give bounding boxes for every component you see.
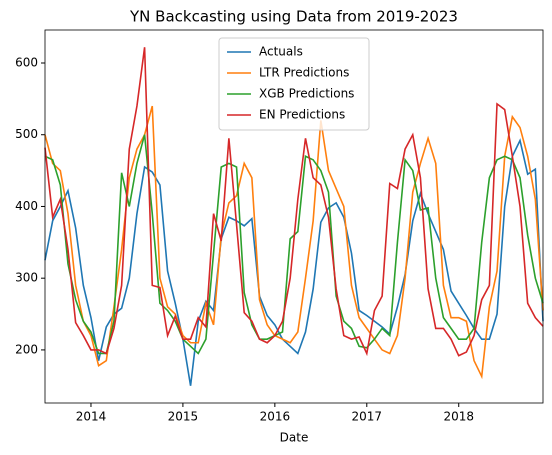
legend-box xyxy=(218,37,370,131)
series-line xyxy=(44,138,544,386)
x-tick-label: 2018 xyxy=(443,410,474,424)
y-tick-label: 400 xyxy=(15,199,38,213)
legend-label: Actuals xyxy=(259,45,303,59)
y-tick-label: 300 xyxy=(15,271,38,285)
x-tick-label: 2015 xyxy=(168,410,199,424)
x-axis-label: Date xyxy=(280,431,309,445)
x-tick-label: 2014 xyxy=(76,410,107,424)
x-tick-label: 2017 xyxy=(352,410,383,424)
y-tick-label: 600 xyxy=(15,55,38,69)
plot-frame xyxy=(44,29,544,404)
legend-label: LTR Predictions xyxy=(259,66,349,80)
y-tick-label: 200 xyxy=(15,342,38,356)
y-tick-label: 500 xyxy=(15,127,38,141)
chart-title: YN Backcasting using Data from 2019-2023 xyxy=(129,8,458,26)
legend-label: XGB Predictions xyxy=(259,87,354,101)
legend-label: EN Predictions xyxy=(259,108,345,122)
series-line xyxy=(44,47,544,357)
x-tick-label: 2016 xyxy=(260,410,291,424)
series-line xyxy=(44,105,544,380)
